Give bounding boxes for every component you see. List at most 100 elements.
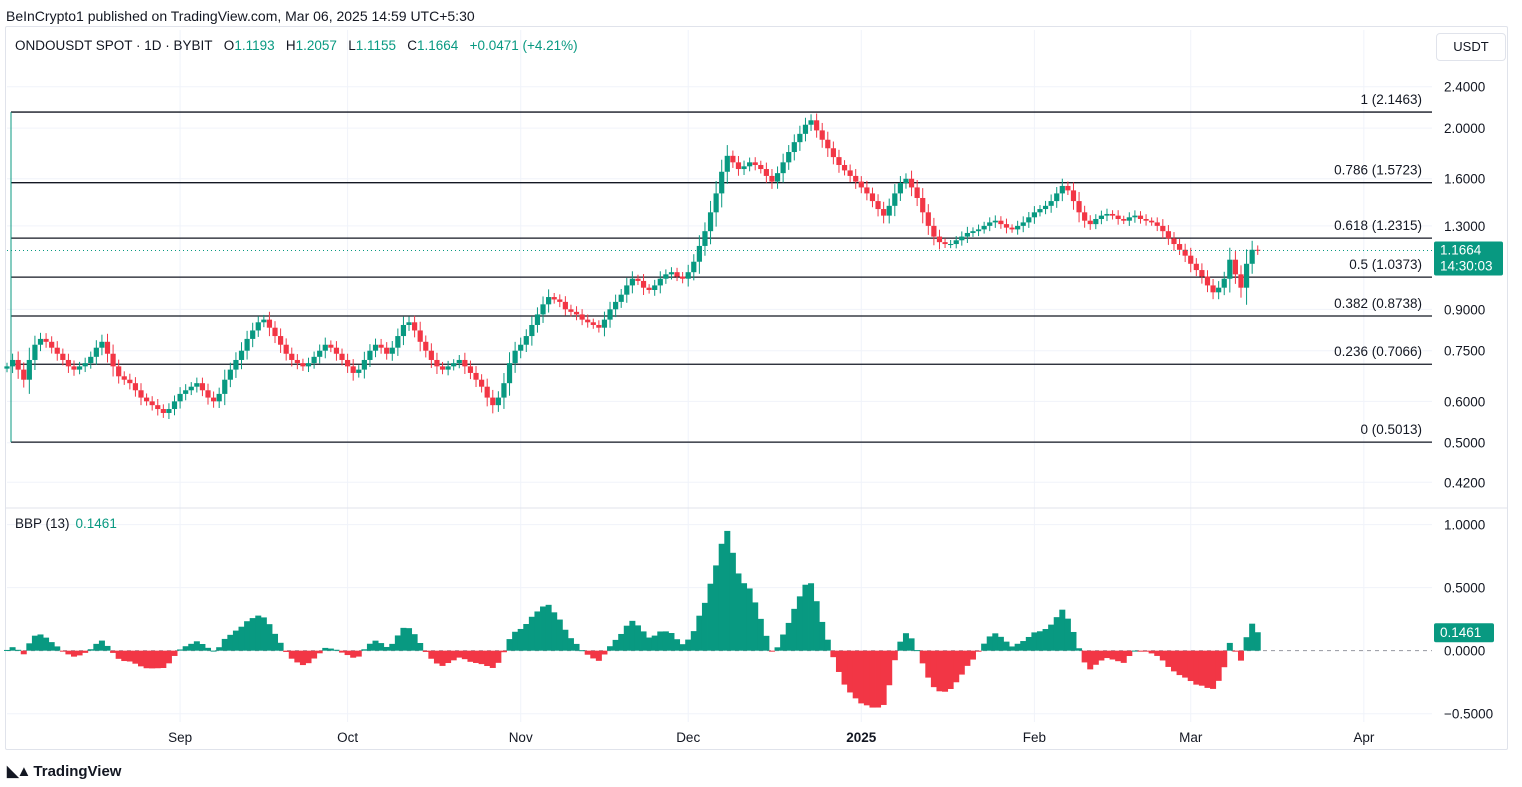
bbp-bar <box>76 650 83 656</box>
candle-body <box>635 278 641 281</box>
bbp-bar <box>925 650 932 678</box>
candle-body <box>177 393 183 402</box>
bbp-bar <box>255 615 262 651</box>
fib-level-label: 0.786 (1.5723) <box>1334 163 1422 178</box>
fib-level-label: 0.382 (0.8738) <box>1334 296 1422 311</box>
candle-body <box>495 397 501 406</box>
bbp-bar <box>685 639 692 651</box>
candle-body <box>1188 255 1194 264</box>
candle-body <box>1232 259 1239 275</box>
bbp-bar <box>718 543 725 651</box>
candle-body <box>964 232 970 237</box>
tradingview-logo-icon: ◣▲ <box>7 763 31 780</box>
bbp-bar <box>919 650 926 664</box>
bbp-bar <box>138 650 145 667</box>
candle-body <box>65 359 72 367</box>
bbp-bar <box>238 626 245 651</box>
bbp-bar <box>651 635 658 651</box>
candle-body <box>1243 263 1250 288</box>
bbp-bar <box>1237 650 1244 661</box>
candle-body <box>451 363 457 367</box>
candle-body <box>400 324 407 337</box>
bbp-bar <box>37 634 44 651</box>
candle-body <box>490 397 496 406</box>
candle-body <box>920 197 926 213</box>
price-axis-tick-label: 2.4000 <box>1444 80 1485 95</box>
bbp-bar <box>294 650 301 663</box>
candle-body <box>1149 220 1155 223</box>
candle-body <box>814 120 820 131</box>
bbp-bar <box>210 650 217 652</box>
bbp-bar <box>1003 641 1010 651</box>
candle-body <box>255 322 261 331</box>
bbp-bar <box>411 634 418 651</box>
currency-button[interactable]: USDT <box>1436 33 1506 61</box>
bbp-bar <box>350 650 357 658</box>
candle-body <box>1003 224 1010 228</box>
tradingview-brand: TradingView <box>33 762 122 780</box>
bbp-bar <box>942 650 949 692</box>
candle-body <box>417 330 423 342</box>
bbp-bar <box>1042 629 1049 651</box>
candle-body <box>680 276 686 279</box>
candle-body <box>1115 215 1121 219</box>
bbp-bar <box>48 642 55 651</box>
bbp-bar <box>930 650 937 688</box>
bbp-bar <box>15 649 22 651</box>
candle-body <box>869 193 876 202</box>
candle-body <box>573 311 580 315</box>
bbp-bar <box>1226 642 1233 651</box>
bbp-bar <box>1020 641 1027 651</box>
candle-body <box>1126 217 1132 221</box>
bbp-bar <box>115 650 122 659</box>
candle-body <box>1098 215 1104 219</box>
bbp-bar <box>523 623 530 651</box>
chart-frame <box>5 26 1508 750</box>
candle-body <box>523 336 529 345</box>
candle-body <box>121 376 127 380</box>
candle-body <box>88 356 94 364</box>
bbp-bar <box>567 638 574 651</box>
candle-body <box>557 299 563 302</box>
candle-body <box>305 363 312 367</box>
candle-body <box>384 347 390 354</box>
bbp-bar <box>333 649 340 651</box>
bbp-bar <box>98 640 105 651</box>
candle-body <box>585 319 591 323</box>
candle-body <box>830 148 836 158</box>
bbp-bar <box>512 631 519 651</box>
bbp-bar <box>662 631 669 651</box>
candle-body <box>1048 201 1054 206</box>
bbp-bar <box>908 638 915 651</box>
candle-body <box>199 383 206 391</box>
bbp-bar <box>1204 650 1211 688</box>
candle-body <box>501 383 507 398</box>
candle-body <box>317 350 323 357</box>
bbp-bar <box>545 604 552 651</box>
bbp-bar <box>701 602 708 651</box>
price-axis-tick-label: 0.9000 <box>1444 302 1485 317</box>
bbp-bar <box>121 650 128 662</box>
fib-level-label: 0.618 (1.2315) <box>1334 218 1422 233</box>
candle-body <box>378 344 384 348</box>
bbp-bar <box>1159 650 1166 661</box>
bbp-bar <box>366 643 373 651</box>
candle-body <box>780 162 786 174</box>
candle-body <box>467 366 474 373</box>
bbp-axis-tick-label: 1.0000 <box>1444 518 1485 533</box>
candle-body <box>546 297 552 305</box>
bbp-bar <box>277 642 284 651</box>
candle-body <box>32 344 38 360</box>
tradingview-logo[interactable]: ◣▲ TradingView <box>7 762 122 781</box>
bbp-bar <box>629 620 636 651</box>
candle-body <box>43 338 49 342</box>
bbp-bar <box>1254 632 1261 651</box>
candle-body <box>37 338 44 345</box>
candle-body <box>551 297 557 300</box>
low-value: 1.1155 <box>355 38 396 53</box>
bbp-bar <box>556 619 563 651</box>
candle-body <box>445 366 451 370</box>
bbp-bar <box>110 650 117 653</box>
bbp-bar <box>802 584 809 651</box>
